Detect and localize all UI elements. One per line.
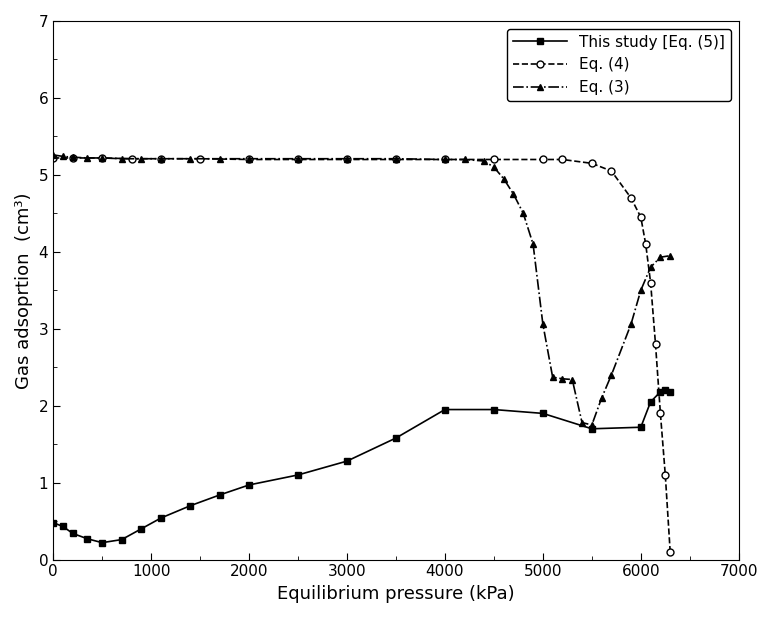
- Eq. (4): [626, 194, 635, 201]
- This study [Eq. (5)]: [68, 530, 77, 537]
- Eq. (3): [577, 419, 587, 426]
- Line: Eq. (3): Eq. (3): [49, 151, 673, 428]
- Eq. (3): [441, 156, 450, 163]
- Legend: This study [Eq. (5)], Eq. (4), Eq. (3): This study [Eq. (5)], Eq. (4), Eq. (3): [507, 28, 731, 101]
- Eq. (3): [117, 155, 126, 163]
- This study [Eq. (5)]: [156, 514, 165, 522]
- Eq. (3): [509, 190, 518, 198]
- Eq. (4): [651, 341, 660, 348]
- This study [Eq. (5)]: [97, 539, 107, 546]
- Eq. (4): [294, 156, 303, 163]
- Eq. (4): [666, 548, 675, 556]
- Eq. (3): [460, 156, 469, 163]
- Eq. (3): [558, 375, 567, 383]
- This study [Eq. (5)]: [489, 406, 499, 413]
- This study [Eq. (5)]: [244, 481, 254, 489]
- Eq. (3): [636, 287, 645, 294]
- This study [Eq. (5)]: [636, 423, 645, 431]
- This study [Eq. (5)]: [58, 523, 67, 530]
- Eq. (3): [156, 155, 165, 163]
- This study [Eq. (5)]: [441, 406, 450, 413]
- This study [Eq. (5)]: [391, 434, 400, 442]
- Eq. (3): [567, 376, 577, 383]
- Eq. (3): [646, 263, 656, 271]
- This study [Eq. (5)]: [646, 398, 656, 405]
- Eq. (3): [519, 210, 528, 217]
- This study [Eq. (5)]: [587, 425, 597, 433]
- Eq. (4): [49, 154, 58, 162]
- Eq. (3): [215, 155, 224, 163]
- Eq. (4): [607, 167, 616, 175]
- Eq. (4): [68, 154, 77, 162]
- This study [Eq. (5)]: [83, 535, 92, 543]
- Eq. (3): [529, 240, 538, 248]
- Eq. (4): [656, 410, 665, 417]
- Eq. (4): [342, 156, 352, 163]
- Eq. (3): [49, 151, 58, 159]
- This study [Eq. (5)]: [661, 387, 670, 394]
- This study [Eq. (5)]: [117, 536, 126, 543]
- Eq. (3): [68, 153, 77, 161]
- This study [Eq. (5)]: [215, 491, 224, 499]
- Eq. (4): [156, 155, 165, 163]
- Eq. (3): [489, 164, 499, 171]
- Eq. (4): [391, 156, 400, 163]
- Eq. (3): [244, 155, 254, 163]
- This study [Eq. (5)]: [137, 525, 146, 533]
- Eq. (3): [548, 373, 557, 381]
- Eq. (3): [656, 253, 665, 261]
- Eq. (4): [97, 154, 107, 162]
- Eq. (3): [97, 154, 107, 162]
- Y-axis label: Gas adsoprtion  (cm³): Gas adsoprtion (cm³): [15, 192, 33, 389]
- This study [Eq. (5)]: [186, 502, 195, 509]
- This study [Eq. (5)]: [342, 457, 352, 465]
- This study [Eq. (5)]: [49, 519, 58, 527]
- Eq. (4): [587, 159, 597, 167]
- Eq. (3): [587, 421, 597, 429]
- Eq. (3): [58, 153, 67, 160]
- This study [Eq. (5)]: [294, 472, 303, 479]
- Eq. (4): [441, 156, 450, 163]
- This study [Eq. (5)]: [666, 388, 675, 396]
- Eq. (4): [558, 156, 567, 163]
- Eq. (3): [83, 154, 92, 162]
- X-axis label: Equilibrium pressure (kPa): Equilibrium pressure (kPa): [278, 585, 515, 603]
- Eq. (3): [479, 158, 489, 165]
- Eq. (3): [186, 155, 195, 163]
- Eq. (4): [646, 279, 656, 286]
- Line: Eq. (4): Eq. (4): [49, 154, 673, 556]
- Eq. (3): [391, 155, 400, 163]
- Line: This study [Eq. (5)]: This study [Eq. (5)]: [49, 387, 673, 546]
- This study [Eq. (5)]: [656, 388, 665, 396]
- Eq. (4): [641, 240, 650, 248]
- This study [Eq. (5)]: [538, 410, 547, 417]
- Eq. (3): [294, 155, 303, 163]
- Eq. (4): [661, 472, 670, 479]
- Eq. (3): [538, 321, 547, 328]
- Eq. (3): [607, 371, 616, 379]
- Eq. (3): [342, 155, 352, 163]
- Eq. (3): [626, 321, 635, 328]
- Eq. (4): [244, 156, 254, 163]
- Eq. (3): [666, 252, 675, 260]
- Eq. (3): [597, 394, 606, 402]
- Eq. (4): [636, 213, 645, 221]
- Eq. (4): [538, 156, 547, 163]
- Eq. (4): [196, 155, 205, 163]
- Eq. (3): [137, 155, 146, 163]
- Eq. (4): [127, 155, 136, 163]
- Eq. (3): [499, 175, 509, 182]
- Eq. (4): [489, 156, 499, 163]
